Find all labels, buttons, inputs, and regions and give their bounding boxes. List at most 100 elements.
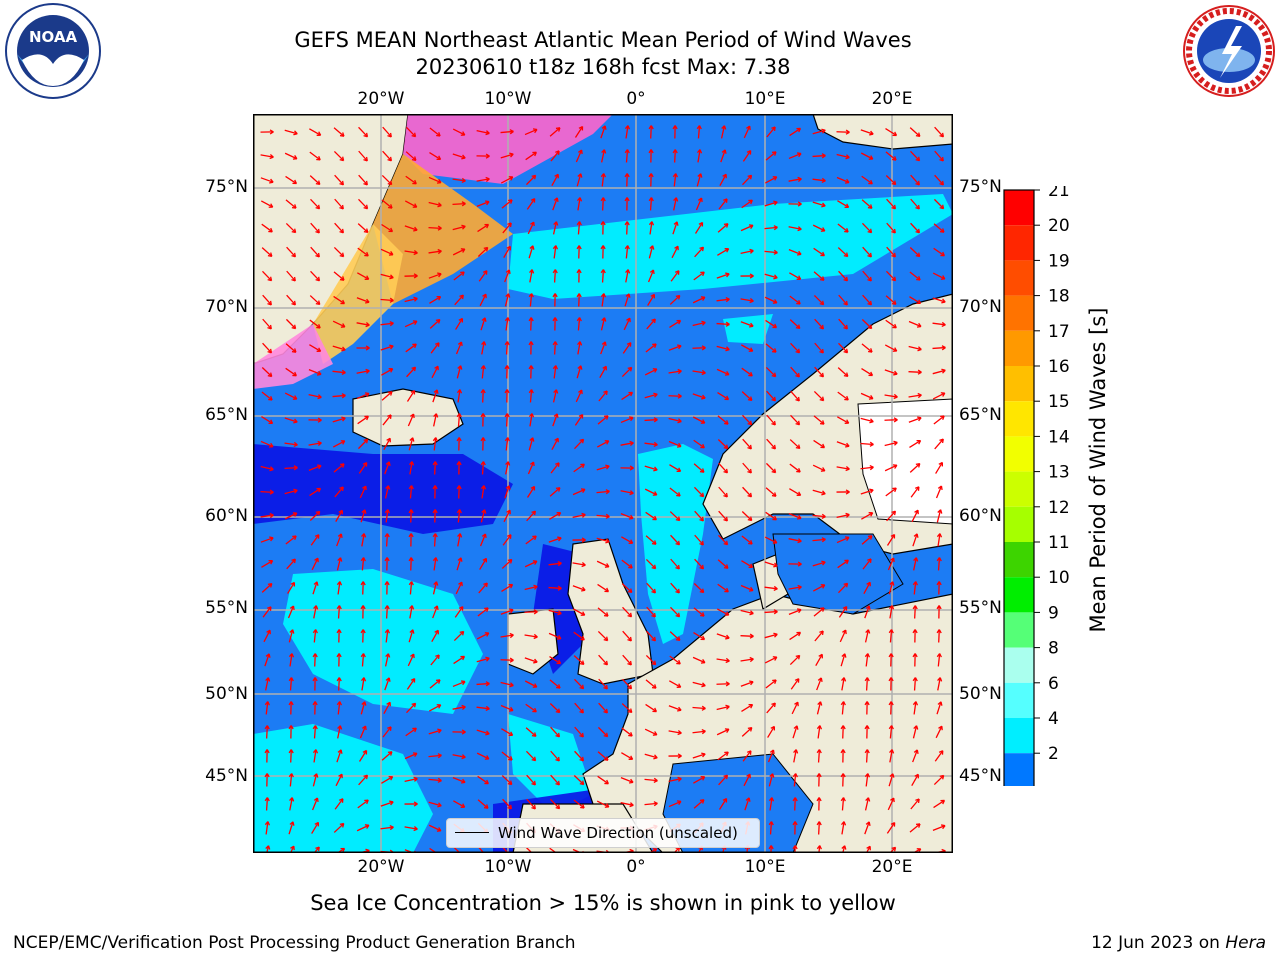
wind-arrow-head xyxy=(485,705,490,712)
wind-arrow-shaft xyxy=(837,223,849,233)
wind-arrow xyxy=(765,319,778,329)
wind-arrow xyxy=(549,679,561,689)
wind-arrow-shaft xyxy=(382,126,392,138)
colorbar-tick-label: 13 xyxy=(1048,463,1070,483)
wind-arrow-shaft xyxy=(338,677,340,691)
wind-arrow xyxy=(645,679,657,689)
wind-arrow xyxy=(429,295,442,304)
wind-arrow xyxy=(789,272,802,280)
wind-arrow-head xyxy=(509,632,514,639)
wind-arrow xyxy=(840,749,846,763)
wind-arrow xyxy=(289,797,295,811)
wind-arrow-shaft xyxy=(888,581,894,595)
wind-arrow xyxy=(432,437,438,451)
wind-arrow-head xyxy=(580,488,586,494)
wind-arrow-shaft xyxy=(694,222,704,234)
wind-arrow-shaft xyxy=(838,342,848,354)
wind-arrow-head xyxy=(292,155,298,160)
wind-arrow-shaft xyxy=(741,535,753,545)
wind-arrow xyxy=(934,174,944,186)
wind-arrow-head xyxy=(269,153,274,160)
wind-arrow-head xyxy=(533,633,538,640)
wind-arrow-head xyxy=(748,703,754,709)
wind-arrow xyxy=(740,298,754,304)
wind-arrow xyxy=(384,509,391,523)
wind-arrow-head xyxy=(268,203,274,208)
wind-arrow-shaft xyxy=(812,129,826,135)
wind-arrow xyxy=(788,608,802,616)
wind-arrow-head xyxy=(841,653,847,658)
wind-arrow-head xyxy=(889,557,895,563)
wind-arrow-head xyxy=(869,418,874,424)
wind-arrow xyxy=(887,557,895,571)
wind-arrow xyxy=(264,701,270,715)
wind-arrow xyxy=(381,368,394,376)
wind-arrow-shaft xyxy=(265,821,269,835)
wind-arrow-head xyxy=(530,485,536,491)
wind-arrow xyxy=(644,441,658,448)
wind-arrow-head xyxy=(891,252,896,258)
wind-arrow-head xyxy=(532,560,538,565)
wind-arrow-head xyxy=(461,754,466,760)
wind-arrow-head xyxy=(413,801,418,807)
wind-arrow-head xyxy=(580,804,585,809)
wind-arrow-shaft xyxy=(428,729,442,735)
wind-arrow-shaft xyxy=(885,295,897,305)
wind-arrow-shaft xyxy=(360,701,366,715)
wind-arrow-head xyxy=(484,632,490,637)
wind-arrow xyxy=(432,461,438,475)
wind-arrow-shaft xyxy=(645,703,657,713)
wind-arrow-shaft xyxy=(476,706,490,710)
wind-arrow-head xyxy=(748,224,754,230)
wind-arrow xyxy=(910,150,921,162)
wind-arrow-head xyxy=(747,420,753,426)
wind-arrow-head xyxy=(840,725,846,730)
wind-arrow xyxy=(550,726,561,738)
wind-arrow xyxy=(357,438,369,450)
wind-arrow-shaft xyxy=(529,413,533,427)
wind-arrow xyxy=(336,701,342,715)
wind-arrow xyxy=(764,225,778,231)
wind-arrow xyxy=(476,632,490,640)
wind-arrow xyxy=(692,416,706,424)
wind-arrow xyxy=(912,725,919,739)
wind-arrow-head xyxy=(461,778,466,784)
wind-arrow xyxy=(453,800,466,808)
wind-arrow-shaft xyxy=(789,295,801,305)
wind-arrow xyxy=(910,798,920,810)
wind-arrow-head xyxy=(769,773,775,778)
wind-arrow-shaft xyxy=(504,293,510,307)
wind-arrow-shaft xyxy=(313,725,317,739)
wind-arrow-shaft xyxy=(309,319,321,329)
wind-arrow xyxy=(860,488,874,495)
wind-arrow-head xyxy=(265,677,271,682)
wind-arrow-shaft xyxy=(574,126,584,138)
wind-arrow-shaft xyxy=(624,293,630,307)
wind-arrow xyxy=(792,773,798,787)
wind-arrow-head xyxy=(939,132,945,138)
wind-arrow-head xyxy=(337,725,343,730)
wind-arrow-shaft xyxy=(380,298,394,302)
wind-arrow-head xyxy=(364,275,370,280)
wind-arrow xyxy=(692,656,706,664)
wind-arrow-head xyxy=(648,197,654,202)
wind-arrow-head xyxy=(267,582,273,588)
wind-arrow xyxy=(332,416,346,423)
wind-arrow-head xyxy=(864,749,870,754)
wind-arrow-head xyxy=(552,365,559,370)
wind-arrow xyxy=(864,749,870,763)
wind-arrow-shaft xyxy=(621,583,633,593)
wind-arrow xyxy=(358,150,368,162)
wind-arrow-head xyxy=(577,173,583,178)
wind-arrow xyxy=(885,319,897,329)
wind-arrow-head xyxy=(484,779,489,785)
wind-arrow-head xyxy=(529,245,535,250)
wind-arrow xyxy=(504,293,511,307)
wind-arrow xyxy=(864,605,871,619)
wind-arrow xyxy=(911,773,919,786)
wind-arrow-shaft xyxy=(716,633,730,639)
wind-arrow xyxy=(672,125,678,139)
wind-arrow-head xyxy=(699,540,704,546)
wind-arrow xyxy=(862,246,872,258)
wind-arrow-head xyxy=(360,581,366,586)
